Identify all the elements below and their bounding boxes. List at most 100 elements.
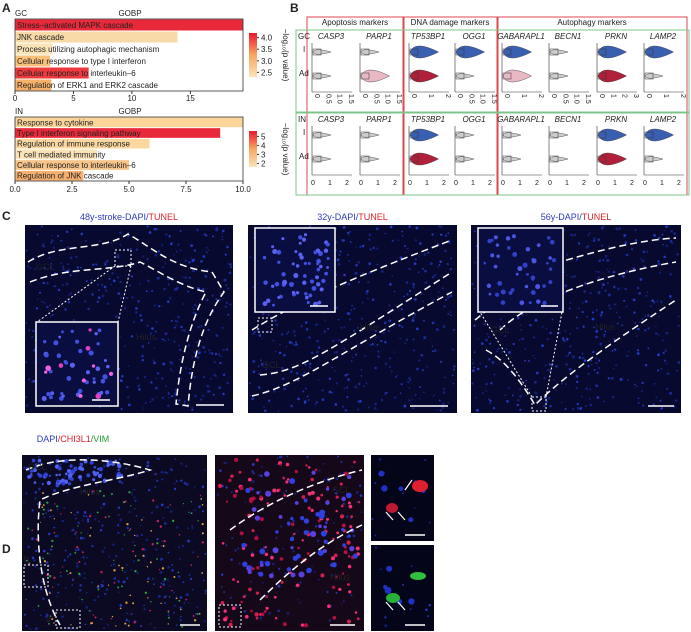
cell xyxy=(105,289,108,292)
cell xyxy=(192,311,196,315)
cell xyxy=(121,374,124,378)
cell xyxy=(124,571,126,573)
cell xyxy=(289,478,296,485)
cell xyxy=(83,562,87,565)
cell xyxy=(637,397,640,400)
cell xyxy=(423,253,427,256)
cell xyxy=(240,600,243,604)
cell xyxy=(323,330,326,333)
cell xyxy=(161,305,163,307)
cell xyxy=(325,515,327,518)
cell xyxy=(84,623,87,626)
cell xyxy=(525,379,528,382)
cell xyxy=(384,362,388,365)
tick-label: 3 xyxy=(632,94,639,98)
x-tick-label: 10 xyxy=(127,94,136,103)
cell xyxy=(452,328,456,331)
cell xyxy=(51,618,54,621)
cell xyxy=(223,461,226,464)
cell xyxy=(339,538,342,541)
cell xyxy=(82,556,85,559)
cell xyxy=(159,585,162,588)
cell xyxy=(331,562,337,568)
cell xyxy=(108,460,113,465)
cell xyxy=(119,335,122,338)
cell xyxy=(644,329,647,332)
cell xyxy=(27,377,31,381)
cell xyxy=(426,365,429,368)
cell xyxy=(275,530,279,534)
cell xyxy=(155,320,158,324)
cell xyxy=(424,458,427,462)
cell xyxy=(191,269,195,272)
cell xyxy=(389,282,392,286)
cell xyxy=(43,560,47,563)
cell xyxy=(387,329,390,332)
cell xyxy=(633,383,636,386)
tick-label: 0 xyxy=(548,180,552,187)
cell xyxy=(261,312,265,316)
cell xyxy=(541,344,544,348)
cell xyxy=(230,619,233,623)
title-part: TUNEL xyxy=(582,212,612,222)
cell xyxy=(62,265,64,268)
cell xyxy=(41,506,44,509)
cell xyxy=(135,534,139,538)
box xyxy=(455,48,465,56)
cell xyxy=(676,253,679,256)
cell xyxy=(117,292,121,295)
cell xyxy=(275,323,279,327)
cell xyxy=(432,298,435,301)
cell xyxy=(415,239,417,242)
cell xyxy=(546,337,549,341)
cell xyxy=(81,378,86,383)
cell xyxy=(35,307,39,310)
region-outline xyxy=(485,299,677,407)
cell xyxy=(286,612,290,615)
cell xyxy=(232,493,237,498)
cell xyxy=(25,492,28,495)
cell xyxy=(603,335,606,338)
cell xyxy=(320,530,327,537)
cell xyxy=(353,329,356,332)
cell xyxy=(438,399,441,402)
cell xyxy=(106,623,109,626)
cell xyxy=(669,272,672,276)
cell xyxy=(578,356,582,359)
cell xyxy=(473,351,476,354)
cell xyxy=(303,371,306,374)
cell xyxy=(57,288,61,292)
region-label: b xyxy=(24,554,29,564)
cell xyxy=(194,394,197,398)
cell xyxy=(251,529,255,533)
cell xyxy=(570,233,573,236)
cell xyxy=(438,264,441,266)
cell xyxy=(114,315,118,319)
cell xyxy=(53,576,56,579)
cell xyxy=(560,401,563,404)
cell xyxy=(23,466,26,469)
cell xyxy=(565,355,567,358)
cell xyxy=(50,241,53,244)
cell xyxy=(595,362,598,365)
cell xyxy=(607,293,611,297)
cell xyxy=(252,286,255,289)
cell xyxy=(80,467,85,471)
cell xyxy=(141,354,144,358)
cell xyxy=(551,318,554,321)
cell xyxy=(272,249,278,255)
arrow xyxy=(385,601,394,611)
cell xyxy=(104,516,107,519)
title-part: DAPI xyxy=(37,434,58,444)
tick-label: 1 xyxy=(565,180,569,187)
cell xyxy=(202,579,205,582)
box xyxy=(502,131,512,139)
cell xyxy=(82,537,85,540)
cell xyxy=(169,504,172,506)
cell xyxy=(28,329,30,331)
cell xyxy=(415,327,419,331)
cell xyxy=(447,313,450,315)
cell xyxy=(42,549,46,553)
cell xyxy=(71,528,75,532)
cell xyxy=(649,304,652,308)
